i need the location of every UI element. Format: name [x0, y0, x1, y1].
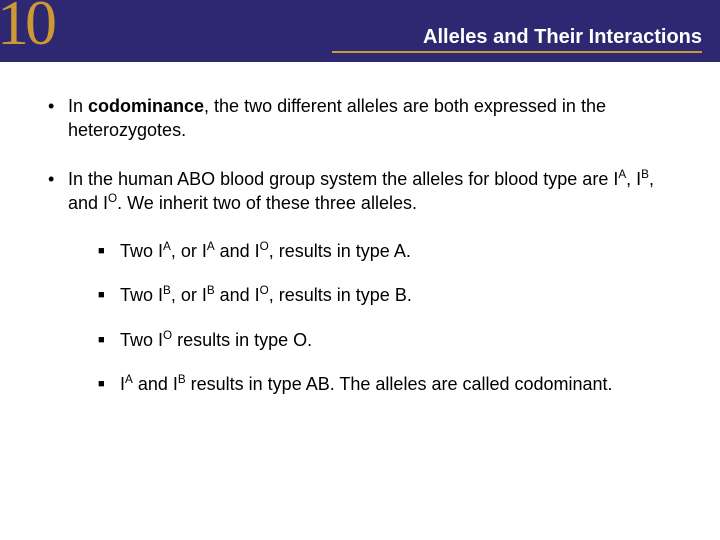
bullet-item: • In the human ABO blood group system th…: [48, 167, 672, 216]
superscript: B: [178, 373, 186, 386]
subbullet-item: ■Two IO results in type O.: [98, 328, 672, 352]
superscript: O: [260, 284, 269, 297]
subbullet-item: ■Two IA, or IA and IO, results in type A…: [98, 239, 672, 263]
bullet-text: In the human ABO blood group system the …: [68, 167, 672, 216]
subbullet-text: IA and IB results in type AB. The allele…: [120, 372, 672, 396]
superscript: A: [207, 240, 215, 253]
slide-title: Alleles and Their Interactions: [423, 26, 702, 49]
bullet-marker: •: [48, 94, 68, 143]
subbullet-marker: ■: [98, 372, 120, 396]
title-underline: [332, 51, 702, 53]
subbullet-item: ■IA and IB results in type AB. The allel…: [98, 372, 672, 396]
bold-term: codominance: [88, 96, 204, 116]
superscript: O: [163, 329, 172, 342]
subbullet-list: ■Two IA, or IA and IO, results in type A…: [98, 239, 672, 396]
superscript: O: [108, 192, 117, 205]
chapter-number: 10: [0, 0, 53, 60]
subbullet-marker: ■: [98, 239, 120, 263]
bullet-item: • In codominance, the two different alle…: [48, 94, 672, 143]
subbullet-text: Two IO results in type O.: [120, 328, 672, 352]
subbullet-text: Two IB, or IB and IO, results in type B.: [120, 283, 672, 307]
subbullet-marker: ■: [98, 328, 120, 352]
superscript: B: [163, 284, 171, 297]
subbullet-marker: ■: [98, 283, 120, 307]
superscript: A: [618, 168, 626, 181]
slide-header: 10 Alleles and Their Interactions: [0, 0, 720, 62]
superscript: A: [163, 240, 171, 253]
subbullet-item: ■Two IB, or IB and IO, results in type B…: [98, 283, 672, 307]
bullet-marker: •: [48, 167, 68, 216]
superscript: B: [641, 168, 649, 181]
subbullet-text: Two IA, or IA and IO, results in type A.: [120, 239, 672, 263]
superscript: O: [260, 240, 269, 253]
bullet-text: In codominance, the two different allele…: [68, 94, 672, 143]
superscript: A: [125, 373, 133, 386]
text-span: In: [68, 96, 88, 116]
slide-content: • In codominance, the two different alle…: [0, 62, 720, 396]
superscript: B: [207, 284, 215, 297]
